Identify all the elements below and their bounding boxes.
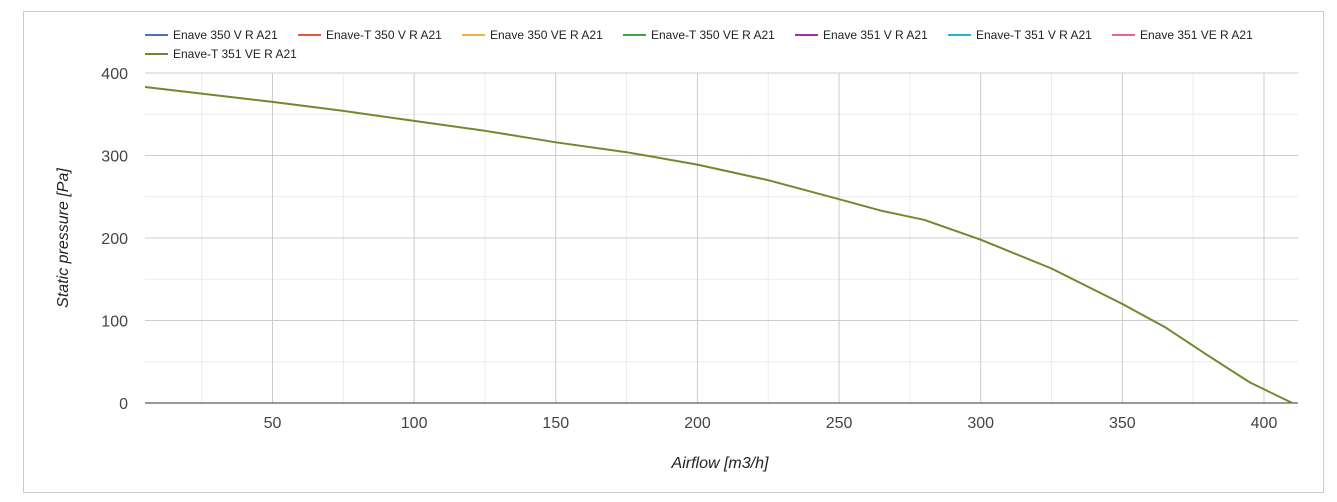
grid-layer (145, 72, 1298, 404)
legend-item[interactable]: Enave-T 350 V R A21 (298, 28, 442, 42)
legend-item[interactable]: Enave 350 V R A21 (145, 28, 278, 42)
legend-item[interactable]: Enave-T 351 VE R A21 (145, 47, 297, 61)
y-axis-title: Static pressure [Pa] (55, 168, 72, 308)
x-tick-label: 400 (1251, 415, 1278, 432)
x-tick-label: 100 (401, 415, 428, 432)
legend[interactable]: Enave 350 V R A21 Enave-T 350 V R A21 Enav… (145, 28, 1253, 61)
x-tick-label: 350 (1109, 415, 1136, 432)
x-tick-label: 150 (542, 415, 569, 432)
y-tick-label: 200 (101, 231, 128, 248)
legend-label: Enave-T 351 V R A21 (976, 28, 1092, 42)
legend-label: Enave 350 V R A21 (173, 28, 278, 42)
legend-label: Enave-T 351 VE R A21 (173, 47, 297, 61)
series-layer (144, 86, 1293, 404)
x-tick-label: 200 (684, 415, 711, 432)
tick-layer: 50 100 150 200 250 300 350 400 0 100 200 300 400 (101, 66, 1277, 432)
legend-item[interactable]: Enave-T 351 V R A21 (948, 28, 1092, 42)
legend-label: Enave-T 350 VE R A21 (651, 28, 775, 42)
legend-label: Enave 351 VE R A21 (1140, 28, 1253, 42)
legend-item[interactable]: Enave-T 350 VE R A21 (623, 28, 775, 42)
legend-item[interactable]: Enave 351 VE R A21 (1112, 28, 1253, 42)
x-tick-label: 50 (264, 415, 282, 432)
x-tick-label: 300 (967, 415, 994, 432)
y-tick-label: 0 (119, 396, 128, 413)
chart-frame (23, 11, 1324, 493)
legend-item[interactable]: Enave 350 VE R A21 (462, 28, 603, 42)
y-tick-label: 400 (101, 66, 128, 83)
y-tick-label: 100 (101, 314, 128, 331)
legend-label: Enave 351 V R A21 (823, 28, 928, 42)
x-tick-label: 250 (826, 415, 853, 432)
x-axis-title: Airflow [m3/h] (671, 455, 769, 472)
legend-label: Enave 350 VE R A21 (490, 28, 603, 42)
legend-label: Enave-T 350 V R A21 (326, 28, 442, 42)
series-line-8 (144, 86, 1293, 404)
y-tick-label: 300 (101, 149, 128, 166)
legend-item[interactable]: Enave 351 V R A21 (795, 28, 928, 42)
